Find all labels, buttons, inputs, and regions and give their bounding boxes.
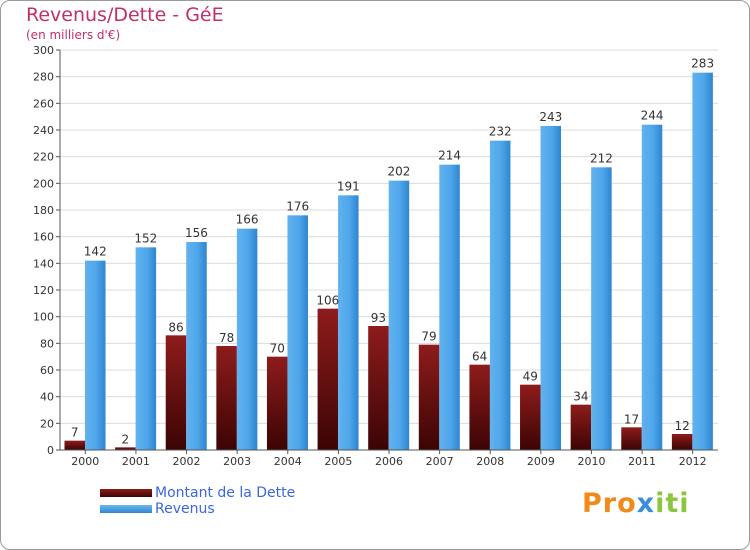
bar-label-dette: 2 [122, 432, 130, 446]
bar-revenus [85, 260, 106, 450]
y-tick-label: 160 [33, 231, 54, 244]
bar-revenus [439, 164, 460, 450]
bar-label-revenus: 191 [337, 179, 360, 193]
bar-dette [317, 308, 339, 450]
bar-revenus [591, 167, 612, 451]
bar-dette [418, 344, 440, 450]
bar-label-revenus: 244 [641, 109, 664, 123]
y-tick-label: 180 [33, 204, 54, 217]
legend-item-dette: Montant de la Dette [100, 485, 295, 501]
bar-label-dette: 64 [472, 350, 487, 364]
y-tick-label: 200 [33, 177, 54, 190]
x-tick-label: 2006 [375, 455, 403, 468]
bar-label-revenus: 243 [539, 110, 562, 124]
legend: Montant de la Dette Revenus [100, 485, 295, 517]
bar-revenus [236, 228, 258, 450]
bar-label-revenus: 142 [84, 245, 107, 259]
bar-label-dette: 12 [674, 419, 689, 433]
bar-revenus [338, 195, 359, 450]
bar-revenus [186, 242, 207, 450]
bar-label-dette: 106 [316, 294, 339, 308]
logo-part-3: iti [655, 488, 690, 519]
y-tick-label: 60 [40, 364, 54, 377]
bar-revenus [489, 140, 511, 450]
y-tick-label: 100 [33, 311, 54, 324]
bar-revenus [540, 126, 562, 450]
chart-title: Revenus/Dette - GéE [26, 4, 224, 26]
y-tick-label: 260 [33, 97, 54, 110]
bar-label-dette: 49 [523, 370, 538, 384]
bar-label-revenus: 214 [438, 149, 461, 163]
bar-label-revenus: 156 [185, 226, 208, 240]
bar-dette [115, 447, 136, 450]
bar-label-dette: 34 [573, 390, 588, 404]
bar-revenus [135, 247, 157, 450]
bar-dette [266, 356, 288, 450]
bar-label-dette: 86 [168, 320, 183, 334]
y-tick-label: 220 [33, 151, 54, 164]
y-tick-label: 0 [47, 444, 54, 457]
bar-label-revenus: 176 [286, 199, 309, 213]
x-tick-label: 2000 [71, 455, 99, 468]
bar-label-dette: 70 [270, 342, 285, 356]
bar-label-revenus: 283 [691, 57, 714, 71]
legend-label-revenus: Revenus [155, 501, 215, 517]
bar-label-dette: 79 [421, 330, 436, 344]
legend-label-dette: Montant de la Dette [155, 485, 296, 501]
y-tick-label: 140 [33, 257, 54, 270]
logo-part-1: Pro [582, 488, 637, 519]
x-tick-label: 2005 [324, 455, 352, 468]
bar-label-dette: 93 [371, 311, 386, 325]
bar-dette [368, 326, 389, 450]
bar-dette [165, 335, 187, 450]
bar-label-dette: 17 [624, 412, 639, 426]
y-tick-label: 80 [40, 337, 54, 350]
bar-revenus [692, 72, 713, 451]
y-tick-label: 40 [40, 391, 54, 404]
bar-label-revenus: 212 [590, 151, 613, 165]
bar-dette [64, 440, 85, 450]
y-tick-label: 300 [33, 44, 54, 57]
chart-subtitle: (en milliers d'€) [26, 28, 121, 42]
x-tick-label: 2010 [577, 455, 605, 468]
bar-revenus [641, 124, 663, 451]
bar-revenus [388, 180, 410, 450]
bar-dette [520, 384, 541, 450]
x-tick-label: 2003 [223, 455, 251, 468]
bar-dette [621, 427, 642, 450]
bar-label-revenus: 232 [489, 125, 512, 139]
x-tick-label: 2004 [274, 455, 302, 468]
bar-dette [570, 404, 592, 450]
bar-revenus [287, 215, 308, 450]
x-tick-label: 2009 [527, 455, 555, 468]
legend-item-revenus: Revenus [100, 501, 295, 517]
bar-label-dette: 7 [71, 426, 79, 440]
proxiti-logo: Proxiti [582, 488, 690, 519]
legend-swatch-dette [100, 489, 152, 497]
bar-dette [671, 434, 693, 450]
x-tick-label: 2011 [628, 455, 656, 468]
y-tick-label: 120 [33, 284, 54, 297]
bar-dette [469, 364, 490, 450]
bar-label-revenus: 152 [134, 231, 157, 245]
x-tick-label: 2008 [476, 455, 504, 468]
bar-label-dette: 78 [219, 331, 234, 345]
x-tick-label: 2007 [426, 455, 454, 468]
bar-label-revenus: 166 [236, 213, 259, 227]
x-tick-label: 2001 [122, 455, 150, 468]
bar-dette [216, 346, 237, 450]
x-tick-label: 2012 [679, 455, 707, 468]
legend-swatch-revenus [100, 505, 152, 513]
bar-label-revenus: 202 [387, 165, 410, 179]
y-tick-label: 280 [33, 71, 54, 84]
y-tick-label: 240 [33, 124, 54, 137]
x-tick-label: 2002 [173, 455, 201, 468]
logo-part-2: x [636, 488, 656, 519]
y-tick-label: 20 [40, 417, 54, 430]
